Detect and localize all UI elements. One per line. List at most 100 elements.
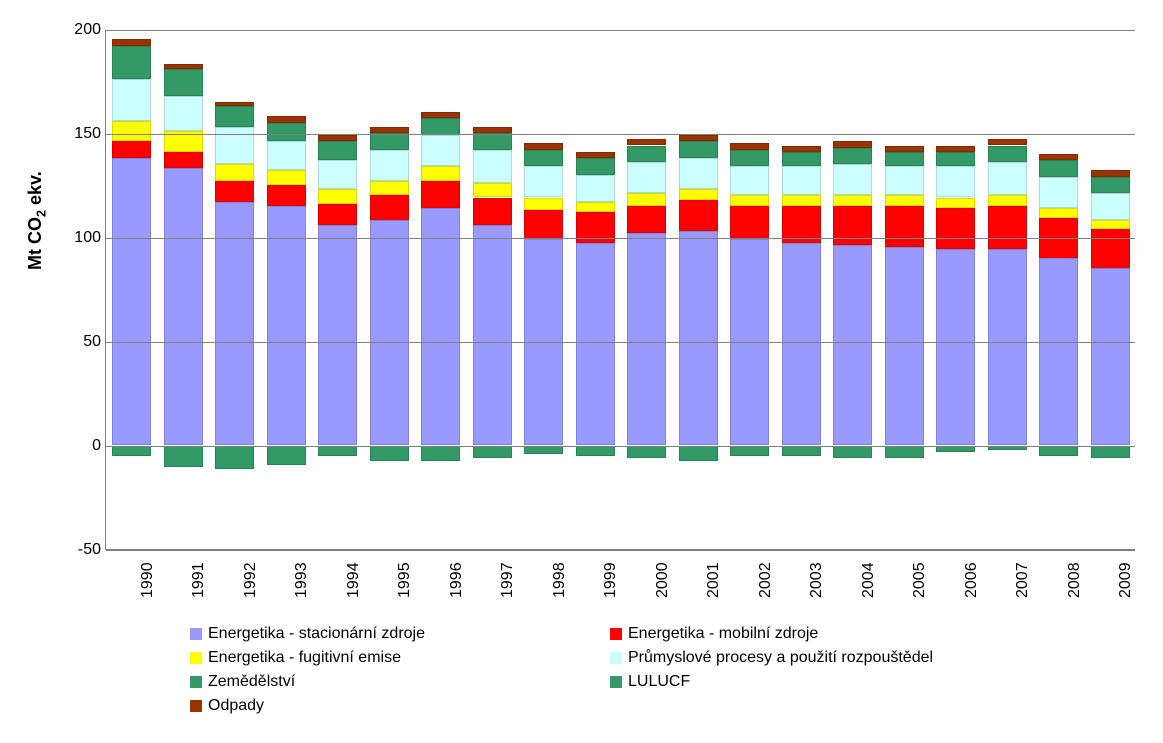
- bar-segment-lulucf: [112, 446, 151, 456]
- bar-group: [782, 30, 821, 549]
- x-tick-label: 1996: [448, 562, 466, 598]
- bar-segment-zemedelstvi: [524, 150, 563, 167]
- bar-segment-energetika_fugitivni: [421, 166, 460, 181]
- bar-segment-prumyslove_procesy: [679, 158, 718, 189]
- bar-segment-odpady: [782, 146, 821, 152]
- bar-segment-prumyslove_procesy: [885, 166, 924, 195]
- bar-segment-odpady: [833, 141, 872, 147]
- gridline: [106, 30, 1135, 31]
- bar-segment-energetika_mobilni: [421, 181, 460, 208]
- bar-segment-energetika_stacionarni: [267, 206, 306, 445]
- bar-segment-energetika_fugitivni: [1039, 208, 1078, 218]
- bar-segment-prumyslove_procesy: [1091, 193, 1130, 220]
- bar-group: [1091, 30, 1130, 549]
- bar-group: [215, 30, 254, 549]
- bar-segment-odpady: [421, 112, 460, 118]
- bar-segment-energetika_mobilni: [679, 200, 718, 231]
- bar-segment-odpady: [370, 127, 409, 133]
- bar-segment-energetika_fugitivni: [627, 193, 666, 205]
- bar-segment-odpady: [936, 146, 975, 152]
- emissions-chart: Mt CO2 ekv. Energetika - stacionární zdr…: [20, 20, 1143, 723]
- bar-group: [988, 30, 1027, 549]
- bar-group: [524, 30, 563, 549]
- bar-segment-prumyslove_procesy: [576, 175, 615, 202]
- y-tick-label: 150: [61, 125, 101, 143]
- bar-group: [730, 30, 769, 549]
- legend-label: Zemědělství: [208, 673, 295, 691]
- gridline: [106, 342, 1135, 343]
- bar-segment-energetika_fugitivni: [215, 164, 254, 181]
- bar-segment-zemedelstvi: [164, 69, 203, 96]
- bar-segment-prumyslove_procesy: [164, 96, 203, 131]
- bar-group: [267, 30, 306, 549]
- x-tick-label: 1992: [242, 562, 260, 598]
- legend-label: Energetika - fugitivní emise: [208, 649, 401, 667]
- x-tick-label: 2003: [808, 562, 826, 598]
- bar-segment-energetika_fugitivni: [473, 183, 512, 198]
- legend-label: Energetika - mobilní zdroje: [628, 625, 818, 643]
- bar-segment-odpady: [1039, 154, 1078, 160]
- bar-segment-lulucf: [679, 446, 718, 461]
- bar-segment-zemedelstvi: [988, 146, 1027, 163]
- bar-segment-lulucf: [267, 446, 306, 465]
- legend-item: LULUCF: [610, 673, 1010, 691]
- bar-segment-energetika_mobilni: [730, 206, 769, 239]
- legend-label: LULUCF: [628, 673, 690, 691]
- bar-segment-zemedelstvi: [885, 152, 924, 167]
- legend-swatch: [190, 676, 202, 688]
- bar-segment-lulucf: [164, 446, 203, 467]
- bar-segment-lulucf: [1039, 446, 1078, 456]
- y-axis-label: Mt CO2 ekv.: [25, 171, 49, 270]
- legend-label: Energetika - stacionární zdroje: [208, 625, 425, 643]
- x-tick-label: 1991: [190, 562, 208, 598]
- bar-segment-energetika_fugitivni: [370, 181, 409, 196]
- y-tick-label: 200: [61, 21, 101, 39]
- bar-segment-energetika_stacionarni: [988, 249, 1027, 445]
- bar-segment-lulucf: [370, 446, 409, 461]
- legend-item: Průmyslové procesy a použití rozpouštěde…: [610, 649, 1010, 667]
- bar-segment-zemedelstvi: [576, 158, 615, 175]
- bar-segment-lulucf: [730, 446, 769, 456]
- bar-segment-lulucf: [627, 446, 666, 458]
- bar-segment-energetika_fugitivni: [576, 202, 615, 212]
- bar-segment-prumyslove_procesy: [473, 150, 512, 183]
- bar-segment-odpady: [627, 139, 666, 145]
- gridline: [106, 238, 1135, 239]
- bar-segment-prumyslove_procesy: [782, 166, 821, 195]
- x-tick-label: 1997: [499, 562, 517, 598]
- bar-segment-odpady: [988, 139, 1027, 145]
- bar-segment-energetika_mobilni: [267, 185, 306, 206]
- bar-segment-prumyslove_procesy: [1039, 177, 1078, 208]
- bar-group: [318, 30, 357, 549]
- bar-segment-lulucf: [473, 446, 512, 458]
- bar-segment-energetika_mobilni: [215, 181, 254, 202]
- bar-segment-lulucf: [524, 446, 563, 454]
- legend-item: Energetika - fugitivní emise: [190, 649, 590, 667]
- bar-segment-odpady: [679, 135, 718, 141]
- bar-group: [370, 30, 409, 549]
- x-tick-label: 2009: [1117, 562, 1135, 598]
- legend-item: Energetika - stacionární zdroje: [190, 625, 590, 643]
- bar-segment-lulucf: [576, 446, 615, 456]
- bar-segment-prumyslove_procesy: [833, 164, 872, 195]
- x-tick-label: 2007: [1014, 562, 1032, 598]
- bar-segment-prumyslove_procesy: [524, 166, 563, 197]
- bar-segment-odpady: [215, 102, 254, 106]
- bar-segment-zemedelstvi: [112, 46, 151, 79]
- bar-segment-energetika_fugitivni: [988, 195, 1027, 205]
- legend-item: Zemědělství: [190, 673, 590, 691]
- bar-segment-energetika_mobilni: [318, 204, 357, 225]
- bar-segment-zemedelstvi: [473, 133, 512, 150]
- bar-segment-energetika_fugitivni: [936, 198, 975, 208]
- bar-group: [679, 30, 718, 549]
- legend-swatch: [610, 676, 622, 688]
- legend-swatch: [190, 700, 202, 712]
- bar-segment-energetika_fugitivni: [885, 195, 924, 205]
- legend: Energetika - stacionární zdroje Energetik…: [190, 625, 1060, 721]
- x-tick-label: 2008: [1066, 562, 1084, 598]
- y-tick-label: 100: [61, 229, 101, 247]
- bar-segment-odpady: [576, 152, 615, 158]
- bar-segment-odpady: [1091, 170, 1130, 176]
- x-tick-label: 2002: [757, 562, 775, 598]
- bar-group: [885, 30, 924, 549]
